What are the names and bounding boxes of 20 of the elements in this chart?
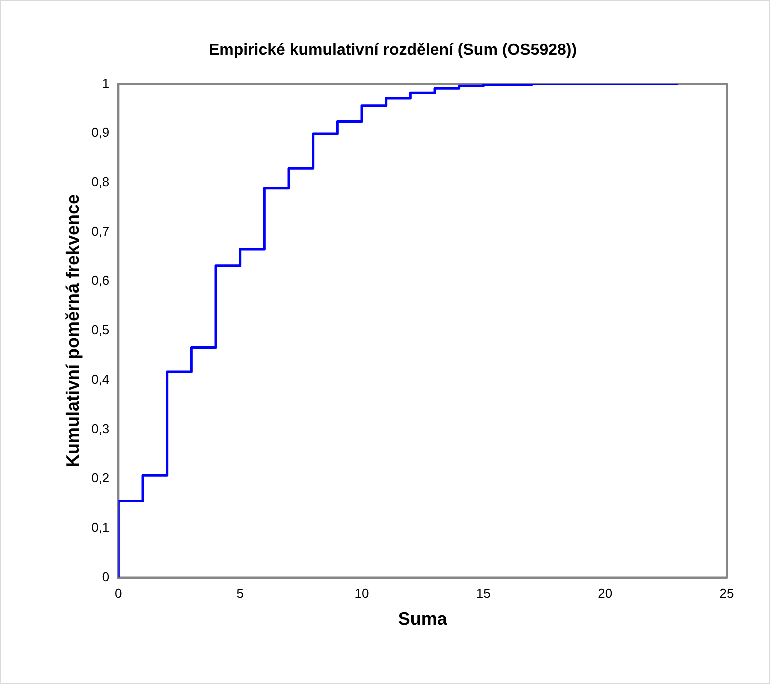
x-tick-label: 10 [354, 586, 370, 602]
y-tick-label: 0,8 [92, 174, 110, 190]
x-tick-label: 25 [720, 586, 734, 602]
y-tick-label: 0,9 [92, 125, 110, 140]
chart-title: Empirické kumulativní rozdělení (Sum (OS5928)) [208, 42, 578, 60]
x-tick-label: 15 [476, 586, 491, 602]
y-tick-label: 0,4 [92, 372, 110, 387]
y-tick-label: 0,3 [92, 421, 110, 436]
y-tick-label: 0 [102, 569, 110, 584]
y-tick-label: 0,1 [92, 520, 110, 536]
x-tick-label: 0 [115, 586, 122, 602]
x-tick-label: 5 [236, 586, 244, 602]
y-tick-label: 0,7 [92, 224, 110, 239]
x-tick-label: 20 [598, 586, 613, 602]
y-tick-label: 1 [102, 76, 110, 91]
y-axis-title: Kumulativní poměrná frekvence [62, 194, 83, 468]
y-tick-label: 0,5 [92, 322, 110, 338]
y-tick-label: 0,2 [92, 470, 110, 486]
y-tick-label: 0,6 [92, 273, 110, 288]
x-axis-title: Suma [398, 609, 448, 630]
